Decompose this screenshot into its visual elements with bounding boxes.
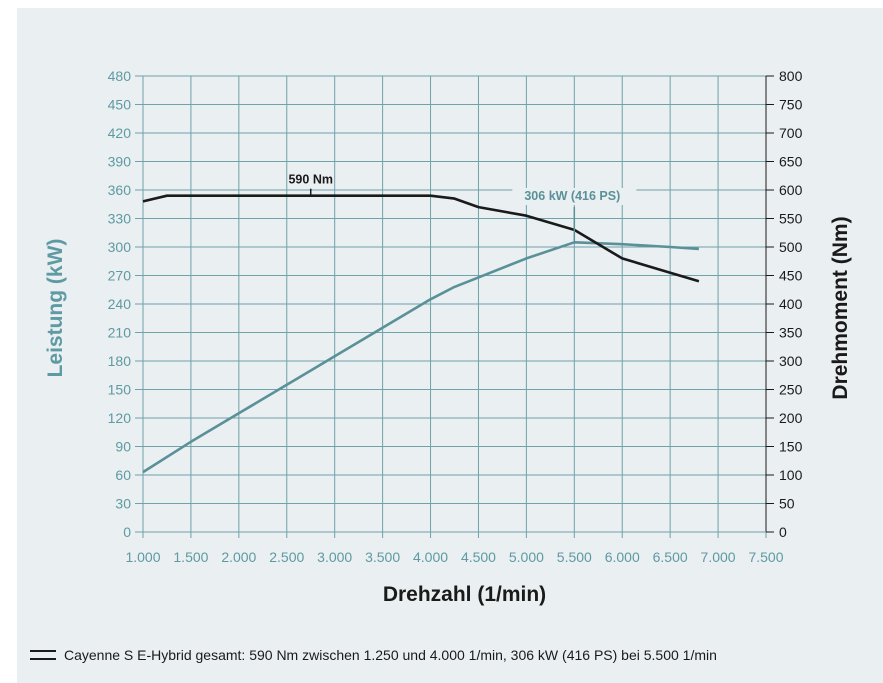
- x-tick-label: 4.500: [461, 549, 496, 565]
- y-axis-right-title: Drehmoment (Nm): [829, 216, 852, 399]
- y-left-tick-label: 390: [108, 154, 132, 170]
- power-annotation-bg: [512, 188, 637, 205]
- x-tick-label: 6.000: [605, 549, 640, 565]
- y-right-tick-label: 150: [779, 439, 803, 455]
- x-axis-title: Drehzahl (1/min): [383, 583, 546, 606]
- power-annotation-label: 306 kW (416 PS): [524, 189, 620, 203]
- y-left-tick-label: 270: [108, 268, 132, 284]
- y-left-tick-label: 330: [108, 211, 132, 227]
- grid: [142, 75, 767, 533]
- x-tick-label: 6.500: [653, 549, 688, 565]
- x-tick-label: 5.000: [509, 549, 544, 565]
- x-tick-label: 1.000: [125, 549, 160, 565]
- y-right-tick-label: 500: [779, 239, 803, 255]
- y-right-tick-label: 400: [779, 296, 803, 312]
- y-left-tick-label: 180: [108, 353, 132, 369]
- y-right-tick-label: 650: [779, 154, 803, 170]
- y-left-tick-label: 30: [115, 496, 131, 512]
- y-left-tick-label: 0: [123, 524, 131, 540]
- x-tick-label: 3.000: [317, 549, 352, 565]
- x-tick-label: 1.500: [173, 549, 208, 565]
- y-left-tick-label: 60: [115, 467, 131, 483]
- y-right-tick-label: 450: [779, 268, 803, 284]
- x-tick-label: 3.500: [365, 549, 400, 565]
- y-left-tick-label: 420: [108, 125, 132, 141]
- y-right-tick-label: 350: [779, 325, 803, 341]
- axes: [135, 75, 774, 538]
- y-right-tick-label: 250: [779, 382, 803, 398]
- tick-labels: 1.000 1.500 2.000 2.500 3.000 3.500 4.000 4.500…: [108, 68, 803, 565]
- series-lines: [142, 194, 700, 474]
- y-left-tick-label: 300: [108, 239, 132, 255]
- x-tick-label: 4.000: [413, 549, 448, 565]
- series-line-leistung: [142, 241, 699, 474]
- y-left-tick-label: 120: [108, 410, 132, 426]
- y-right-tick-label: 50: [779, 496, 795, 512]
- y-right-tick-label: 600: [779, 182, 803, 198]
- axis-titles: Leistung (kW) Drehmoment (Nm) Drehzahl (…: [44, 216, 852, 606]
- x-tick-label: 7.000: [701, 549, 736, 565]
- y-left-tick-label: 450: [108, 97, 132, 113]
- y-left-tick-label: 90: [115, 439, 131, 455]
- y-left-tick-label: 480: [108, 68, 132, 84]
- y-axis-left-title: Leistung (kW): [44, 239, 67, 378]
- y-left-tick-label: 210: [108, 325, 132, 341]
- y-right-tick-label: 200: [779, 410, 803, 426]
- y-right-tick-label: 700: [779, 125, 803, 141]
- y-right-tick-label: 550: [779, 211, 803, 227]
- y-right-tick-label: 300: [779, 353, 803, 369]
- x-tick-label: 2.000: [221, 549, 256, 565]
- y-right-tick-label: 800: [779, 68, 803, 84]
- series-line-drehmoment: [142, 194, 700, 283]
- chart: 1.000 1.500 2.000 2.500 3.000 3.500 4.000 4.500…: [44, 68, 852, 606]
- legend: Cayenne S E-Hybrid gesamt: 590 Nm zwisch…: [30, 647, 717, 663]
- y-right-tick-label: 0: [779, 524, 787, 540]
- x-tick-label: 7.500: [748, 549, 783, 565]
- legend-text: Cayenne S E-Hybrid gesamt: 590 Nm zwisch…: [64, 647, 717, 663]
- x-tick-label: 2.500: [269, 549, 304, 565]
- y-right-tick-label: 100: [779, 467, 803, 483]
- y-left-tick-label: 240: [108, 296, 132, 312]
- legend-swatch: [30, 650, 56, 660]
- y-left-tick-label: 150: [108, 382, 132, 398]
- x-tick-label: 5.500: [557, 549, 592, 565]
- y-left-tick-label: 360: [108, 182, 132, 198]
- annotations: 590 Nm 306 kW (416 PS): [288, 173, 637, 242]
- y-right-tick-label: 750: [779, 97, 803, 113]
- chart-panel: 1.000 1.500 2.000 2.500 3.000 3.500 4.000 4.500…: [17, 8, 883, 683]
- torque-annotation-label: 590 Nm: [288, 173, 332, 187]
